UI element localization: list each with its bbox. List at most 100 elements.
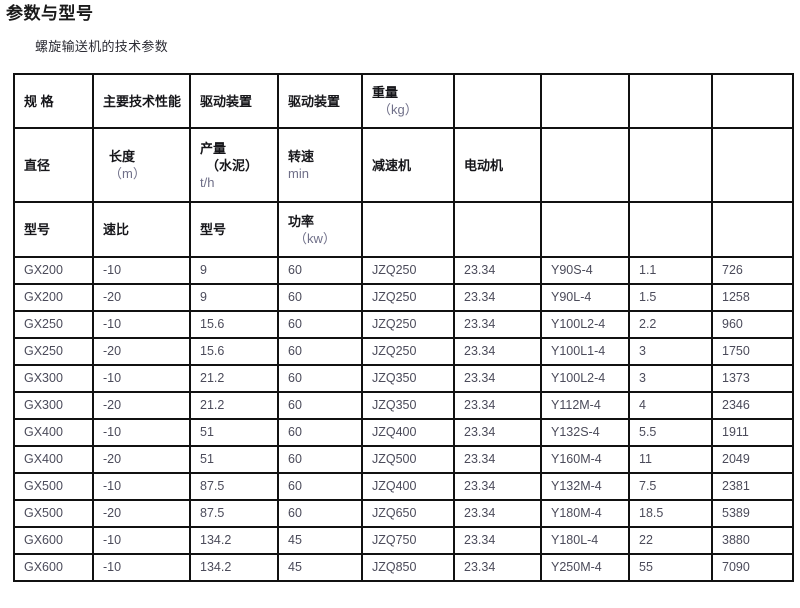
table-cell-value: 22 — [639, 533, 653, 547]
table-cell-value: -10 — [103, 317, 122, 331]
table-cell-value: JZQ500 — [372, 452, 417, 466]
table-cell: 5389 — [711, 499, 794, 528]
table-cell-value: 60 — [288, 425, 302, 439]
table-cell: GX500 — [13, 472, 94, 501]
table-cell: JZQ250 — [361, 283, 455, 312]
table-cell-value: Y132S-4 — [551, 425, 600, 439]
table-cell: 23.34 — [453, 526, 542, 555]
header-cell — [711, 127, 794, 203]
table-cell-value: Y90S-4 — [551, 263, 593, 277]
table-cell-value: 7090 — [722, 560, 750, 574]
table-cell: -20 — [92, 283, 191, 312]
table-cell: 726 — [711, 256, 794, 285]
table-cell: -20 — [92, 337, 191, 366]
table-cell: 51 — [189, 445, 279, 474]
table-cell-value: JZQ400 — [372, 479, 417, 493]
table-cell: 9 — [189, 283, 279, 312]
table-cell: -10 — [92, 418, 191, 447]
table-cell-value: 3 — [639, 344, 646, 358]
table-cell-value: JZQ850 — [372, 560, 417, 574]
table-cell-value: 134.2 — [200, 533, 232, 547]
header-line: 重量 — [372, 85, 399, 100]
table-cell-value: 2.2 — [639, 317, 657, 331]
table-cell: -10 — [92, 310, 191, 339]
table-cell-value: GX200 — [24, 263, 63, 277]
header-cell: 转速 min — [277, 127, 363, 203]
table-cell-value: 960 — [722, 317, 743, 331]
table-cell: 21.2 — [189, 391, 279, 420]
table-cell-value: 134.2 — [200, 560, 232, 574]
table-cell-value: -10 — [103, 479, 122, 493]
table-cell: 23.34 — [453, 445, 542, 474]
table-cell-value: 23.34 — [464, 479, 496, 493]
table-cell-value: -20 — [103, 290, 122, 304]
header-line: 长度 — [109, 149, 136, 164]
table-cell-value: 9 — [200, 263, 207, 277]
table-cell: 60 — [277, 364, 363, 393]
table-cell-value: GX600 — [24, 533, 63, 547]
table-cell: GX300 — [13, 391, 94, 420]
table-cell-value: GX500 — [24, 506, 63, 520]
table-cell: -10 — [92, 472, 191, 501]
table-cell: Y90S-4 — [540, 256, 630, 285]
table-cell: 7.5 — [628, 472, 713, 501]
table-cell: 60 — [277, 499, 363, 528]
table-cell: 3880 — [711, 526, 794, 555]
header-line: 减速机 — [372, 157, 412, 173]
table-cell: JZQ500 — [361, 445, 455, 474]
table-cell: 60 — [277, 391, 363, 420]
table-cell: 23.34 — [453, 499, 542, 528]
header-cell-content: 减速机 — [372, 157, 444, 174]
table-row: GX250 -20 15.6 60 JZQ250 23.34 Y100L1-4 3 1750 — [13, 337, 794, 366]
table-cell: 87.5 — [189, 499, 279, 528]
table-row: GX400 -20 51 60 JZQ500 23.34 Y160M-4 11 2049 — [13, 445, 794, 474]
table-cell-value: 1750 — [722, 344, 750, 358]
header-line: 主要技术性能 — [103, 93, 182, 109]
table-cell-value: 3880 — [722, 533, 750, 547]
table-cell: JZQ400 — [361, 472, 455, 501]
header-cell — [711, 73, 794, 129]
header-cell-content: 型号 — [24, 221, 83, 238]
header-line: t/h — [200, 174, 215, 190]
table-cell: JZQ350 — [361, 391, 455, 420]
table-cell-value: 1373 — [722, 371, 750, 385]
table-cell-value: -20 — [103, 344, 122, 358]
table-cell-value: JZQ250 — [372, 344, 417, 358]
table-cell: 1911 — [711, 418, 794, 447]
table-cell-value: 23.34 — [464, 371, 496, 385]
table-cell: 5.5 — [628, 418, 713, 447]
table-cell: -20 — [92, 499, 191, 528]
table-cell-value: 11 — [639, 452, 652, 466]
header-row-3: 型号 速比 型号 功率 （kw） — [13, 201, 794, 258]
header-cell: 驱动装置 — [189, 73, 279, 129]
table-cell: 2346 — [711, 391, 794, 420]
table-cell: -10 — [92, 364, 191, 393]
table-cell: Y132S-4 — [540, 418, 630, 447]
table-cell: 1373 — [711, 364, 794, 393]
table-cell-value: 23.34 — [464, 452, 496, 466]
table-cell: 60 — [277, 256, 363, 285]
table-cell: 55 — [628, 553, 713, 582]
table-cell: 2381 — [711, 472, 794, 501]
header-line: min — [288, 166, 309, 181]
table-cell-value: JZQ400 — [372, 425, 417, 439]
table-cell: JZQ400 — [361, 418, 455, 447]
table-row: GX200 -20 9 60 JZQ250 23.34 Y90L-4 1.5 1258 — [13, 283, 794, 312]
table-cell-value: 60 — [288, 371, 302, 385]
table-cell: -10 — [92, 256, 191, 285]
table-cell: 15.6 — [189, 337, 279, 366]
table-cell: GX300 — [13, 364, 94, 393]
table-cell: 45 — [277, 526, 363, 555]
table-cell-value: 1911 — [722, 425, 749, 439]
table-cell-value: GX250 — [24, 317, 63, 331]
table-cell: Y180M-4 — [540, 499, 630, 528]
table-cell: 1750 — [711, 337, 794, 366]
table-cell-value: -10 — [103, 560, 122, 574]
table-cell-value: JZQ350 — [372, 398, 417, 412]
header-cell — [540, 73, 630, 129]
table-cell: -20 — [92, 391, 191, 420]
table-cell: Y100L1-4 — [540, 337, 630, 366]
table-cell-value: 2049 — [722, 452, 750, 466]
table-cell: 3 — [628, 337, 713, 366]
table-cell: Y180L-4 — [540, 526, 630, 555]
